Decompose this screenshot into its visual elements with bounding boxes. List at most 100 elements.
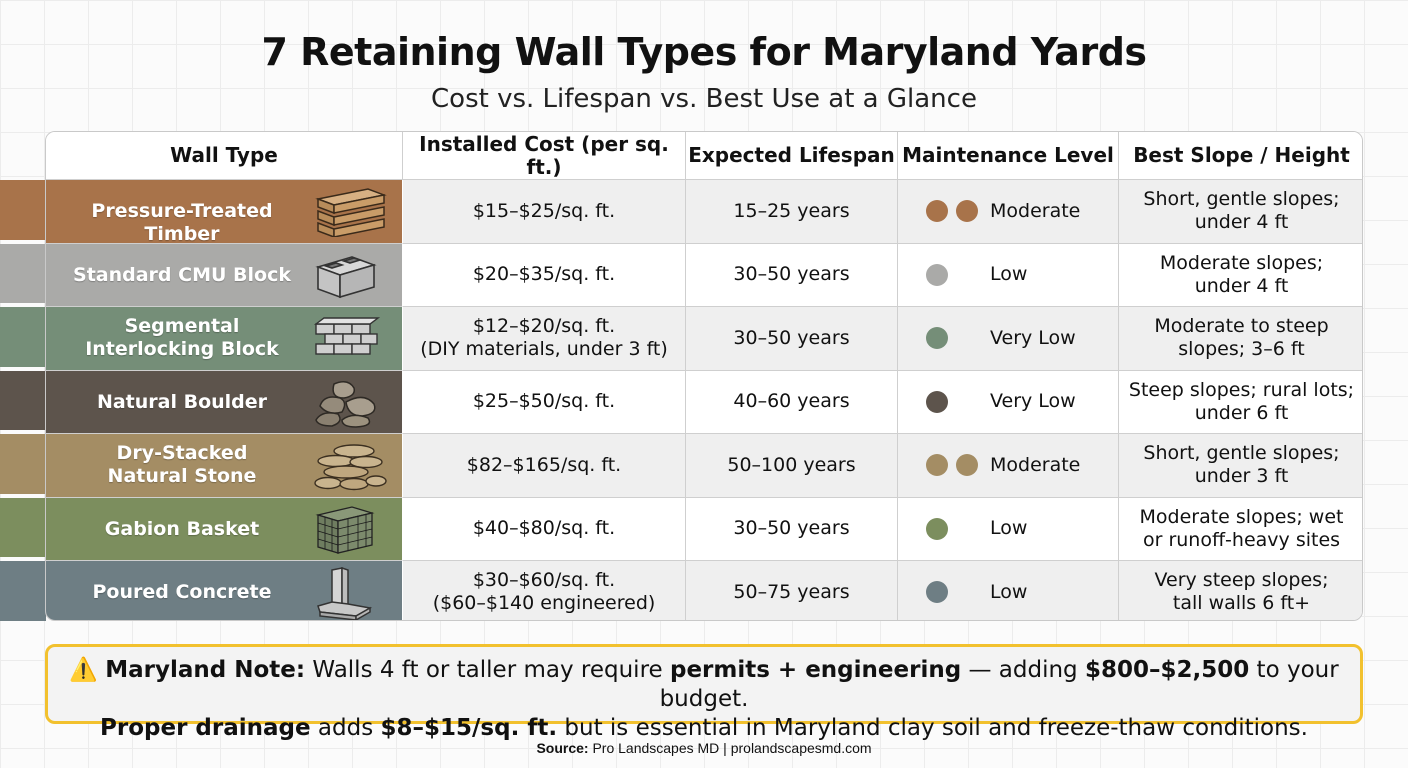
wall-type-name-line: Segmental (124, 315, 240, 337)
cmu-block-icon (312, 249, 378, 307)
row-color-tab (0, 180, 46, 240)
installed-cost-line: ($60–$140 engineered) (432, 592, 656, 615)
maintenance-level-label: Low (990, 580, 1028, 603)
installed-cost-line: $15–$25/sq. ft. (472, 199, 616, 222)
row-color-tab (0, 497, 46, 557)
installed-cost-line: $82–$165/sq. ft. (466, 453, 622, 476)
best-slope-height-line: slopes; 3–6 ft (1178, 338, 1305, 361)
maintenance-level-cell: Low (898, 497, 1119, 561)
best-slope-height-cell: Moderate slopes; under 4 ft (1119, 243, 1362, 307)
note-text-1: Walls 4 ft or taller may require (305, 657, 670, 683)
table-row: Gabion Basket $40–$80/sq. ft. 30–50 years L… (46, 497, 1362, 563)
maintenance-level-label: Low (990, 517, 1028, 540)
header-wall-type: Wall Type (46, 132, 403, 180)
concrete-wall-icon (312, 566, 378, 620)
header-maintenance-level: Maintenance Level (898, 132, 1119, 180)
wall-type-cell: Segmental Interlocking Block (46, 307, 403, 371)
note-text-4: adds (310, 715, 381, 741)
maryland-note: ⚠️ Maryland Note: Walls 4 ft or taller m… (45, 644, 1363, 741)
installed-cost-cell: $20–$35/sq. ft. (403, 243, 686, 307)
wall-type-name-line: Standard CMU Block (73, 263, 291, 286)
best-slope-height-line: under 4 ft (1194, 274, 1289, 297)
wall-type-cell: Pressure-Treated Timber (46, 180, 403, 245)
best-slope-height-line: under 4 ft (1194, 211, 1289, 234)
wall-type-cell: Standard CMU Block (46, 243, 403, 307)
row-color-tab (0, 243, 46, 303)
best-slope-height-line: under 6 ft (1194, 401, 1289, 424)
maintenance-level-cell: Very Low (898, 370, 1119, 434)
row-color-tab (0, 370, 46, 430)
best-slope-height-cell: Short, gentle slopes; under 4 ft (1119, 180, 1362, 244)
boulder-icon (312, 376, 384, 434)
row-color-tab (0, 561, 46, 621)
note-bold-permits: permits + engineering (669, 657, 962, 683)
installed-cost-line: (DIY materials, under 3 ft) (420, 338, 668, 361)
best-slope-height-line: Steep slopes; rural lots; (1128, 378, 1355, 401)
installed-cost-line: $40–$80/sq. ft. (472, 517, 616, 540)
maintenance-dots (926, 517, 948, 540)
maintenance-dot (926, 200, 948, 223)
maintenance-dot (926, 263, 948, 286)
warning-icon: ⚠️ (69, 657, 98, 683)
wall-type-cell: Dry-Stacked Natural Stone (46, 434, 403, 498)
installed-cost-line: $25–$50/sq. ft. (472, 390, 616, 413)
table-row: Natural Boulder $25–$50/sq. ft. 40–60 year… (46, 370, 1362, 434)
maintenance-level-label: Very Low (990, 390, 1076, 413)
wall-type-cell: Natural Boulder (46, 370, 403, 434)
maintenance-dot (926, 327, 948, 350)
maintenance-level-cell: Very Low (898, 307, 1119, 371)
best-slope-height-cell: Moderate to steep slopes; 3–6 ft (1119, 307, 1362, 371)
maintenance-dots (926, 200, 978, 223)
best-slope-height-cell: Steep slopes; rural lots; under 6 ft (1119, 370, 1362, 434)
header-best-slope-height: Best Slope / Height (1119, 132, 1362, 180)
expected-lifespan-cell: 15–25 years (686, 180, 898, 244)
best-slope-height-line: Moderate slopes; (1159, 251, 1324, 274)
source-line: Source: Pro Landscapes MD | prolandscape… (0, 740, 1408, 756)
best-slope-height-line: Short, gentle slopes; (1143, 188, 1340, 211)
best-slope-height-cell: Short, gentle slopes; under 3 ft (1119, 434, 1362, 498)
wall-type-name-line: Interlocking Block (85, 338, 279, 360)
best-slope-height-line: tall walls 6 ft+ (1172, 592, 1311, 615)
maintenance-dot (926, 517, 948, 540)
expected-lifespan-cell: 30–50 years (686, 243, 898, 307)
best-slope-height-line: or runoff-heavy sites (1142, 528, 1341, 551)
best-slope-height-line: Moderate slopes; wet (1139, 505, 1344, 528)
best-slope-height-line: Short, gentle slopes; (1143, 442, 1340, 465)
wall-type-name: Dry-Stacked Natural Stone (54, 442, 310, 488)
note-text-5: but is essential in Maryland clay soil a… (557, 715, 1308, 741)
maintenance-dot (926, 454, 948, 477)
table-row: Standard CMU Block $20–$35/sq. ft. 30–50 y… (46, 243, 1362, 307)
gabion-basket-icon (312, 503, 378, 563)
comparison-table: Wall Type Installed Cost (per sq. ft.) E… (45, 131, 1363, 621)
row-color-tab (0, 434, 46, 494)
expected-lifespan-cell: 50–100 years (686, 434, 898, 498)
note-bold-cost: $800–$2,500 (1084, 657, 1250, 683)
source-label: Source: (536, 740, 589, 756)
maintenance-level-label: Moderate (990, 453, 1081, 476)
expected-lifespan-cell: 30–50 years (686, 497, 898, 561)
wall-type-name-line: Pressure-Treated Timber (91, 200, 273, 245)
table-row: Segmental Interlocking Block $12–$20/sq. f… (46, 307, 1362, 371)
installed-cost-cell: $12–$20/sq. ft. (DIY materials, under 3 f… (403, 307, 686, 371)
table-row: Poured Concrete $30–$60/sq. ft. ($60–$140 … (46, 561, 1362, 620)
installed-cost-cell: $15–$25/sq. ft. (403, 180, 686, 244)
installed-cost-cell: $40–$80/sq. ft. (403, 497, 686, 561)
maintenance-dot (926, 390, 948, 413)
maintenance-dots (926, 263, 948, 286)
note-label: Maryland Note: (105, 657, 306, 683)
note-bold-drainage-cost: $8–$15/sq. ft. (380, 715, 558, 741)
maintenance-dot (956, 200, 978, 223)
maintenance-level-label: Low (990, 263, 1028, 286)
interlocking-block-icon (312, 312, 384, 370)
best-slope-height-line: under 3 ft (1194, 465, 1289, 488)
maintenance-level-cell: Low (898, 243, 1119, 307)
maintenance-dot (926, 581, 948, 604)
expected-lifespan-cell: 30–50 years (686, 307, 898, 371)
row-color-tab (0, 307, 46, 367)
maintenance-dots (926, 581, 948, 604)
wall-type-name-line: Dry-Stacked (116, 442, 248, 464)
wall-type-name-line: Gabion Basket (104, 517, 260, 540)
table-header-row: Wall Type Installed Cost (per sq. ft.) E… (46, 132, 1362, 180)
wall-type-cell: Poured Concrete (46, 561, 403, 620)
page-title: 7 Retaining Wall Types for Maryland Yard… (261, 30, 1147, 74)
